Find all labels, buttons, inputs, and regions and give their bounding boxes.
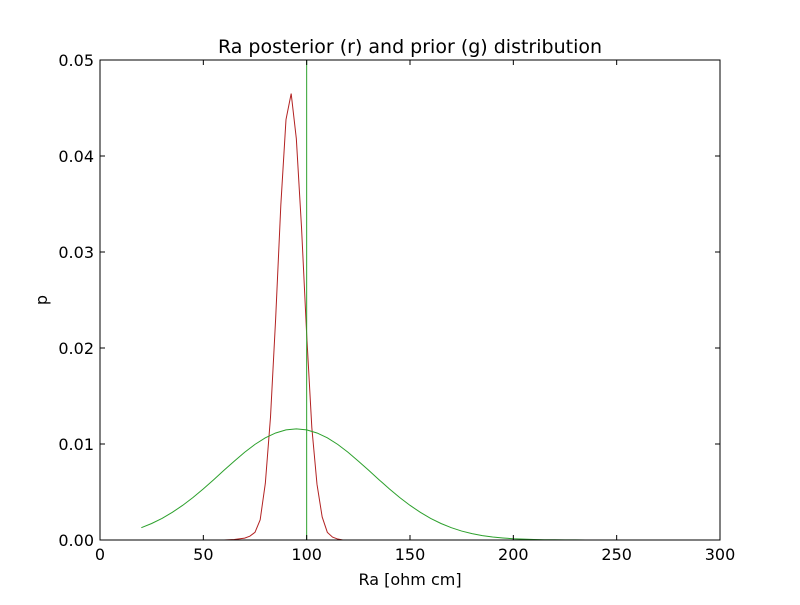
y-tick-label: 0.03 [58,243,94,262]
series-line-2 [141,428,720,541]
chart-title: Ra posterior (r) and prior (g) distribut… [218,36,602,58]
x-tick-label: 300 [705,545,736,564]
x-tick-label: 250 [601,545,632,564]
y-tick-label: 0.02 [58,339,94,358]
x-tick-label: 200 [498,545,529,564]
y-tick-label: 0.01 [58,435,94,454]
series-line-1 [141,93,720,541]
x-axis-label: Ra [ohm cm] [358,570,461,589]
y-tick-label: 0.04 [58,147,94,166]
ticks-layer: 0 50 100 150 200 250 300 0.00 0.01 0.02 0.03 0.04 0.… [58,51,735,564]
plot-frame [99,59,721,541]
x-tick-label: 50 [193,545,213,564]
series-layer [141,60,720,541]
x-tick-label: 0 [95,545,105,564]
y-tick-label: 0.05 [58,51,94,70]
y-axis-label: p [32,295,51,305]
x-tick-label: 100 [291,545,322,564]
x-tick-label: 150 [395,545,426,564]
y-tick-label: 0.00 [58,531,94,550]
